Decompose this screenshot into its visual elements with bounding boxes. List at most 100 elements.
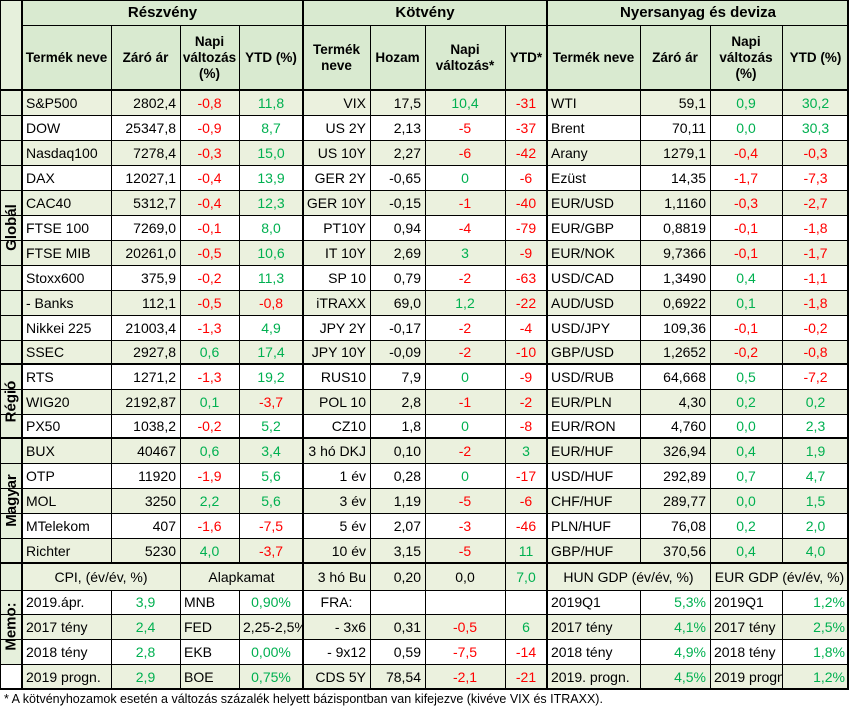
table-cell-ytd: -0,3 [803,144,828,161]
table-cell-daily-change: -2 [458,319,472,336]
table-cell-value: 1,3490 [663,269,706,286]
table-cell-daily-change: -1 [458,393,472,410]
table-cell-ytd: 19,2 [257,368,285,385]
table-cell-daily-change: -0,1 [733,219,759,236]
table-cell-ytd: -3,7 [258,393,284,410]
memo-rate-label: EKB [184,643,213,660]
section-label-hungary: Magyar [2,474,20,527]
table-cell-daily-change: 0,4 [736,542,756,559]
table-cell-name: JPY 2Y [319,319,366,336]
memo-rate-value: 0,00% [251,643,291,660]
table-cell-ytd: -46 [515,517,537,534]
table-cell-value: 0,79 [393,269,421,286]
subheader-bd-3: YTD* [509,49,543,65]
table-cell-name: JPY 10Y [311,344,366,360]
table-cell-daily-change: 0,9 [736,94,756,111]
table-cell-name: CHF/HUF [551,492,613,509]
memo-bond-change: -2,1 [452,668,478,685]
grid-vline [710,25,711,563]
table-cell-ytd: -0,2 [803,319,828,336]
table-cell-name: EUR/RON [551,418,616,434]
table-cell-value: 2,27 [393,144,421,161]
table-cell-daily-change: -3 [458,517,472,534]
table-cell-name: PX50 [26,418,61,434]
table-cell-ytd: 30,2 [801,94,830,111]
memo-rate-value: 2,25-2,5% [243,618,303,635]
table-cell-value: 70,11 [672,119,706,136]
memo-eur-gdp-label: 2019 progn. [714,668,782,685]
table-cell-name: Ezüst [551,169,587,186]
grid-hline [0,538,849,539]
table-cell-daily-change: -0,1 [733,319,759,336]
table-cell-daily-change: -0,1 [733,244,759,261]
table-cell-name: Stoxx600 [26,269,85,286]
row-band [22,140,849,165]
grid-hline [0,240,849,241]
table-cell-ytd: -63 [515,269,537,286]
table-cell-daily-change: -1,9 [197,467,222,484]
row-band [22,389,849,414]
table-cell-ytd: -6 [519,169,533,186]
subheader-bd-1: Hozam [375,49,420,65]
table-cell-name: GBP/USD [551,344,615,360]
table-cell-ytd: -37 [515,119,537,136]
table-cell-name: US 10Y [317,144,366,161]
table-cell-daily-change: 0 [461,368,469,385]
table-cell-daily-change: -1,3 [197,319,222,336]
table-cell-ytd: -0,8 [258,294,284,311]
table-cell-daily-change: 0 [461,418,469,434]
table-cell-ytd: -1,1 [803,269,828,286]
memo-cpi-label: 2019.ápr. [26,594,85,610]
table-cell-value: 2,13 [393,119,421,136]
table-cell-daily-change: 0,1 [736,294,756,311]
table-cell-ytd: -7,2 [803,368,828,385]
memo-bond-name: - 3x6 [334,618,366,635]
grid-hline [0,165,849,166]
table-cell-daily-change: 3 [461,244,469,261]
table-cell-daily-change: -0,3 [733,194,759,211]
table-cell-ytd: -2 [519,393,533,410]
table-cell-name: USD/CAD [551,269,615,286]
table-cell-ytd: 11 [518,542,534,559]
table-cell-value: 69,0 [393,294,421,311]
header-equity: Részvény [127,4,198,21]
subheader-eq-1: Záró ár [122,49,169,65]
table-cell-ytd: 3 [522,442,530,459]
memo-rate-label: FED [184,618,212,635]
table-cell-value: 40467 [137,442,176,459]
table-cell-name: GBP/HUF [551,542,614,559]
table-cell-name: - Banks [26,294,74,311]
grid-hline [0,190,849,191]
table-cell-daily-change: 0 [461,169,469,186]
memo-cpi-value: 3,9 [135,594,156,610]
memo-rate-title: Alapkamat [208,568,275,585]
memo-eur-gdp-value: 1,8% [813,643,845,660]
grid-vline [782,25,783,563]
table-cell-ytd: -1,8 [803,294,828,311]
table-cell-daily-change: -0,5 [197,244,222,261]
table-cell-daily-change: 0,1 [199,393,220,410]
table-cell-value: 370,56 [663,542,706,559]
grid-vline [111,25,112,563]
table-cell-value: 25347,8 [125,119,176,136]
table-cell-value: 7,9 [401,368,421,385]
table-cell-name: CAC40 [26,194,72,211]
market-summary-table: Részvény Kötvény Nyersanyag és deviza Termé… [0,0,849,690]
table-cell-name: 10 év [331,542,366,559]
table-cell-ytd: 15,0 [257,144,285,161]
grid-hline [0,340,849,341]
table-cell-value: 3,15 [393,542,421,559]
table-cell-name: CZ10 [331,418,366,434]
table-cell-value: 64,668 [663,368,706,385]
table-cell-daily-change: -1,3 [197,368,222,385]
table-cell-value: -0,65 [389,169,421,186]
memo-hun-gdp-label: 2019Q1 [551,594,601,610]
table-cell-value: 1,2652 [663,344,706,360]
grid-vline [370,563,371,590]
table-cell-value: 4,30 [678,393,706,410]
grid-vline [370,25,371,563]
table-cell-name: 1 év [339,467,366,484]
table-cell-daily-change: -2 [458,344,472,360]
table-cell-value: 21003,4 [125,319,176,336]
grid-vline [505,25,506,563]
